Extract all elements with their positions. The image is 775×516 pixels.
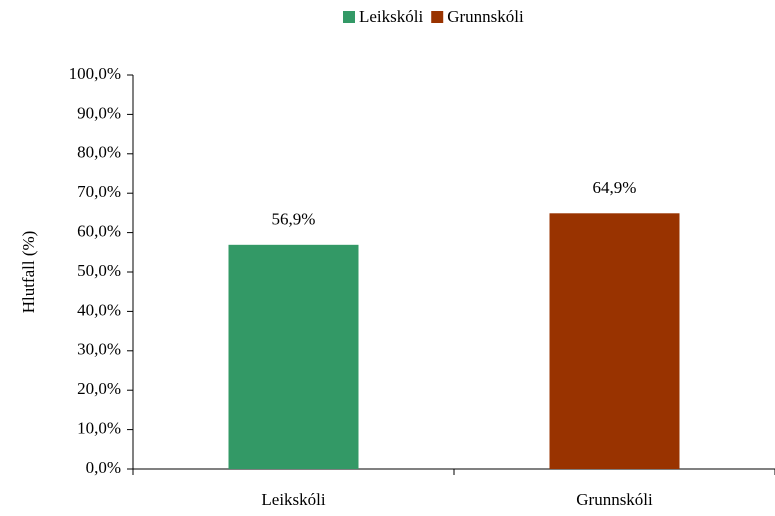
y-tick-label: 20,0%: [77, 379, 121, 398]
data-label: 56,9%: [272, 210, 316, 229]
y-tick-label: 60,0%: [77, 222, 121, 241]
y-tick-label: 40,0%: [77, 300, 121, 319]
y-tick-label: 80,0%: [77, 143, 121, 162]
bar: [228, 244, 359, 469]
x-tick-label: Leikskóli: [261, 490, 325, 509]
legend-swatch: [343, 11, 355, 23]
bar: [549, 213, 680, 469]
y-tick-label: 90,0%: [77, 103, 121, 122]
y-tick-label: 0,0%: [86, 458, 121, 477]
legend-label: Grunnskóli: [447, 7, 524, 26]
y-tick-label: 50,0%: [77, 261, 121, 280]
y-tick-label: 30,0%: [77, 340, 121, 359]
x-tick-label: Grunnskóli: [576, 490, 653, 509]
legend-label: Leikskóli: [359, 7, 423, 26]
y-tick-label: 70,0%: [77, 182, 121, 201]
data-label: 64,9%: [593, 178, 637, 197]
y-tick-label: 10,0%: [77, 419, 121, 438]
legend-swatch: [431, 11, 444, 23]
y-axis-label: Hlutfall (%): [19, 231, 38, 314]
y-tick-label: 100,0%: [69, 64, 121, 83]
